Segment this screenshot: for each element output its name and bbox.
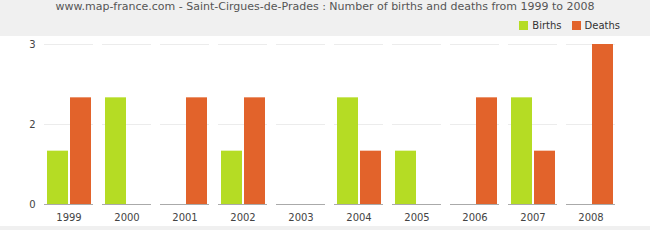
html-text:Deaths: Deaths — [584, 20, 620, 31]
svg-text:0: 0 — [29, 199, 35, 210]
svg-text:1999: 1999 — [56, 212, 81, 223]
svg-text:2001: 2001 — [172, 212, 197, 223]
svg-text:2002: 2002 — [230, 212, 255, 223]
html-text:Births: Births — [532, 20, 562, 31]
svg-text:2000: 2000 — [114, 212, 139, 223]
svg-text:2006: 2006 — [462, 212, 487, 223]
svg-text:2003: 2003 — [288, 212, 313, 223]
svg-text:2008: 2008 — [578, 212, 603, 223]
html-text:www.map-france.com - Saint-Cir: www.map-france.com - Saint-Cirgues-de-Pr… — [55, 0, 595, 13]
svg-text:2005: 2005 — [404, 212, 429, 223]
svg-text:3: 3 — [29, 39, 35, 50]
svg-text:2007: 2007 — [520, 212, 545, 223]
svg-text:2004: 2004 — [346, 212, 371, 223]
svg-text:2: 2 — [29, 119, 35, 130]
